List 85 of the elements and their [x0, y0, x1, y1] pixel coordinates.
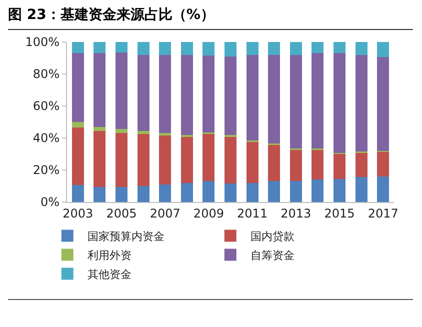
- y-tick-label: 100%: [25, 35, 60, 50]
- bar: [355, 152, 368, 178]
- bar: [202, 181, 215, 202]
- bar: [355, 54, 368, 152]
- bar: [334, 53, 346, 154]
- bar: [377, 176, 390, 202]
- bar: [224, 56, 236, 135]
- bar: [72, 185, 84, 202]
- bar: [224, 184, 236, 202]
- bar: [312, 42, 324, 54]
- bar: [159, 133, 172, 136]
- x-tick-label: 2013: [280, 206, 312, 220]
- bar: [377, 42, 390, 58]
- bar: [202, 56, 215, 132]
- bar: [268, 54, 280, 144]
- y-tick-label: 20%: [32, 163, 60, 178]
- bar: [72, 122, 84, 128]
- bar: [268, 42, 280, 55]
- bar: [224, 136, 236, 184]
- x-tick-label: 2009: [193, 206, 224, 220]
- bar: [180, 54, 193, 135]
- bar: [290, 181, 302, 202]
- x-tick-label: 2007: [150, 206, 180, 220]
- bar: [116, 186, 128, 202]
- bar: [159, 136, 172, 184]
- bar: [94, 130, 106, 187]
- bar: [312, 149, 324, 180]
- x-tick-label: 2011: [237, 206, 268, 220]
- bar: [116, 42, 128, 52]
- bar: [290, 149, 302, 182]
- bar: [137, 130, 150, 134]
- legend-label: 国内贷款: [250, 230, 294, 243]
- bar: [202, 42, 215, 56]
- bar: [246, 42, 258, 55]
- bar: [334, 42, 346, 54]
- legend-label: 国家预算内资金: [87, 230, 164, 243]
- bar: [94, 42, 106, 54]
- bar: [116, 133, 128, 187]
- bar: [377, 57, 390, 151]
- bar: [137, 186, 150, 202]
- bar: [72, 128, 84, 186]
- bar: [94, 53, 106, 127]
- bar: [246, 142, 258, 183]
- legend-label: 其他资金: [87, 268, 132, 281]
- bar: [116, 129, 128, 134]
- bar: [72, 42, 84, 54]
- y-tick-label: 0%: [40, 195, 60, 210]
- bar: [334, 178, 346, 202]
- x-tick-label: 2003: [62, 206, 94, 220]
- bar: [137, 42, 150, 55]
- bar: [334, 154, 346, 179]
- bar: [159, 42, 172, 55]
- bar: [355, 177, 368, 202]
- y-tick-label: 60%: [32, 99, 60, 114]
- x-tick-label: 2017: [368, 206, 398, 220]
- bar: [290, 42, 302, 55]
- bar: [137, 134, 150, 186]
- legend-label: 利用外资: [87, 248, 132, 262]
- bar: [159, 54, 172, 134]
- y-tick-label: 80%: [32, 67, 60, 82]
- bar: [202, 133, 215, 182]
- y-tick-label: 40%: [32, 131, 60, 146]
- x-tick-label: 2005: [106, 206, 137, 220]
- bar: [246, 182, 258, 202]
- bar: [377, 152, 390, 176]
- bar: [246, 54, 258, 140]
- bar: [116, 52, 128, 130]
- bar: [94, 186, 106, 202]
- bar: [290, 54, 302, 148]
- bar: [355, 42, 368, 55]
- bar: [268, 144, 280, 182]
- bar: [312, 53, 324, 148]
- legend-label: 自筹资金: [250, 248, 294, 262]
- bar: [137, 54, 150, 131]
- bar: [224, 42, 236, 56]
- bar: [180, 136, 193, 183]
- bar: [180, 42, 193, 55]
- bar: [268, 181, 280, 202]
- bar: [159, 184, 172, 202]
- chart-title: 图 23：基建资金来源占比（%）: [8, 6, 413, 30]
- bar: [72, 53, 84, 122]
- x-tick-label: 2015: [324, 206, 355, 220]
- bar: [180, 182, 193, 202]
- bar: [312, 180, 324, 202]
- bar: [94, 126, 106, 131]
